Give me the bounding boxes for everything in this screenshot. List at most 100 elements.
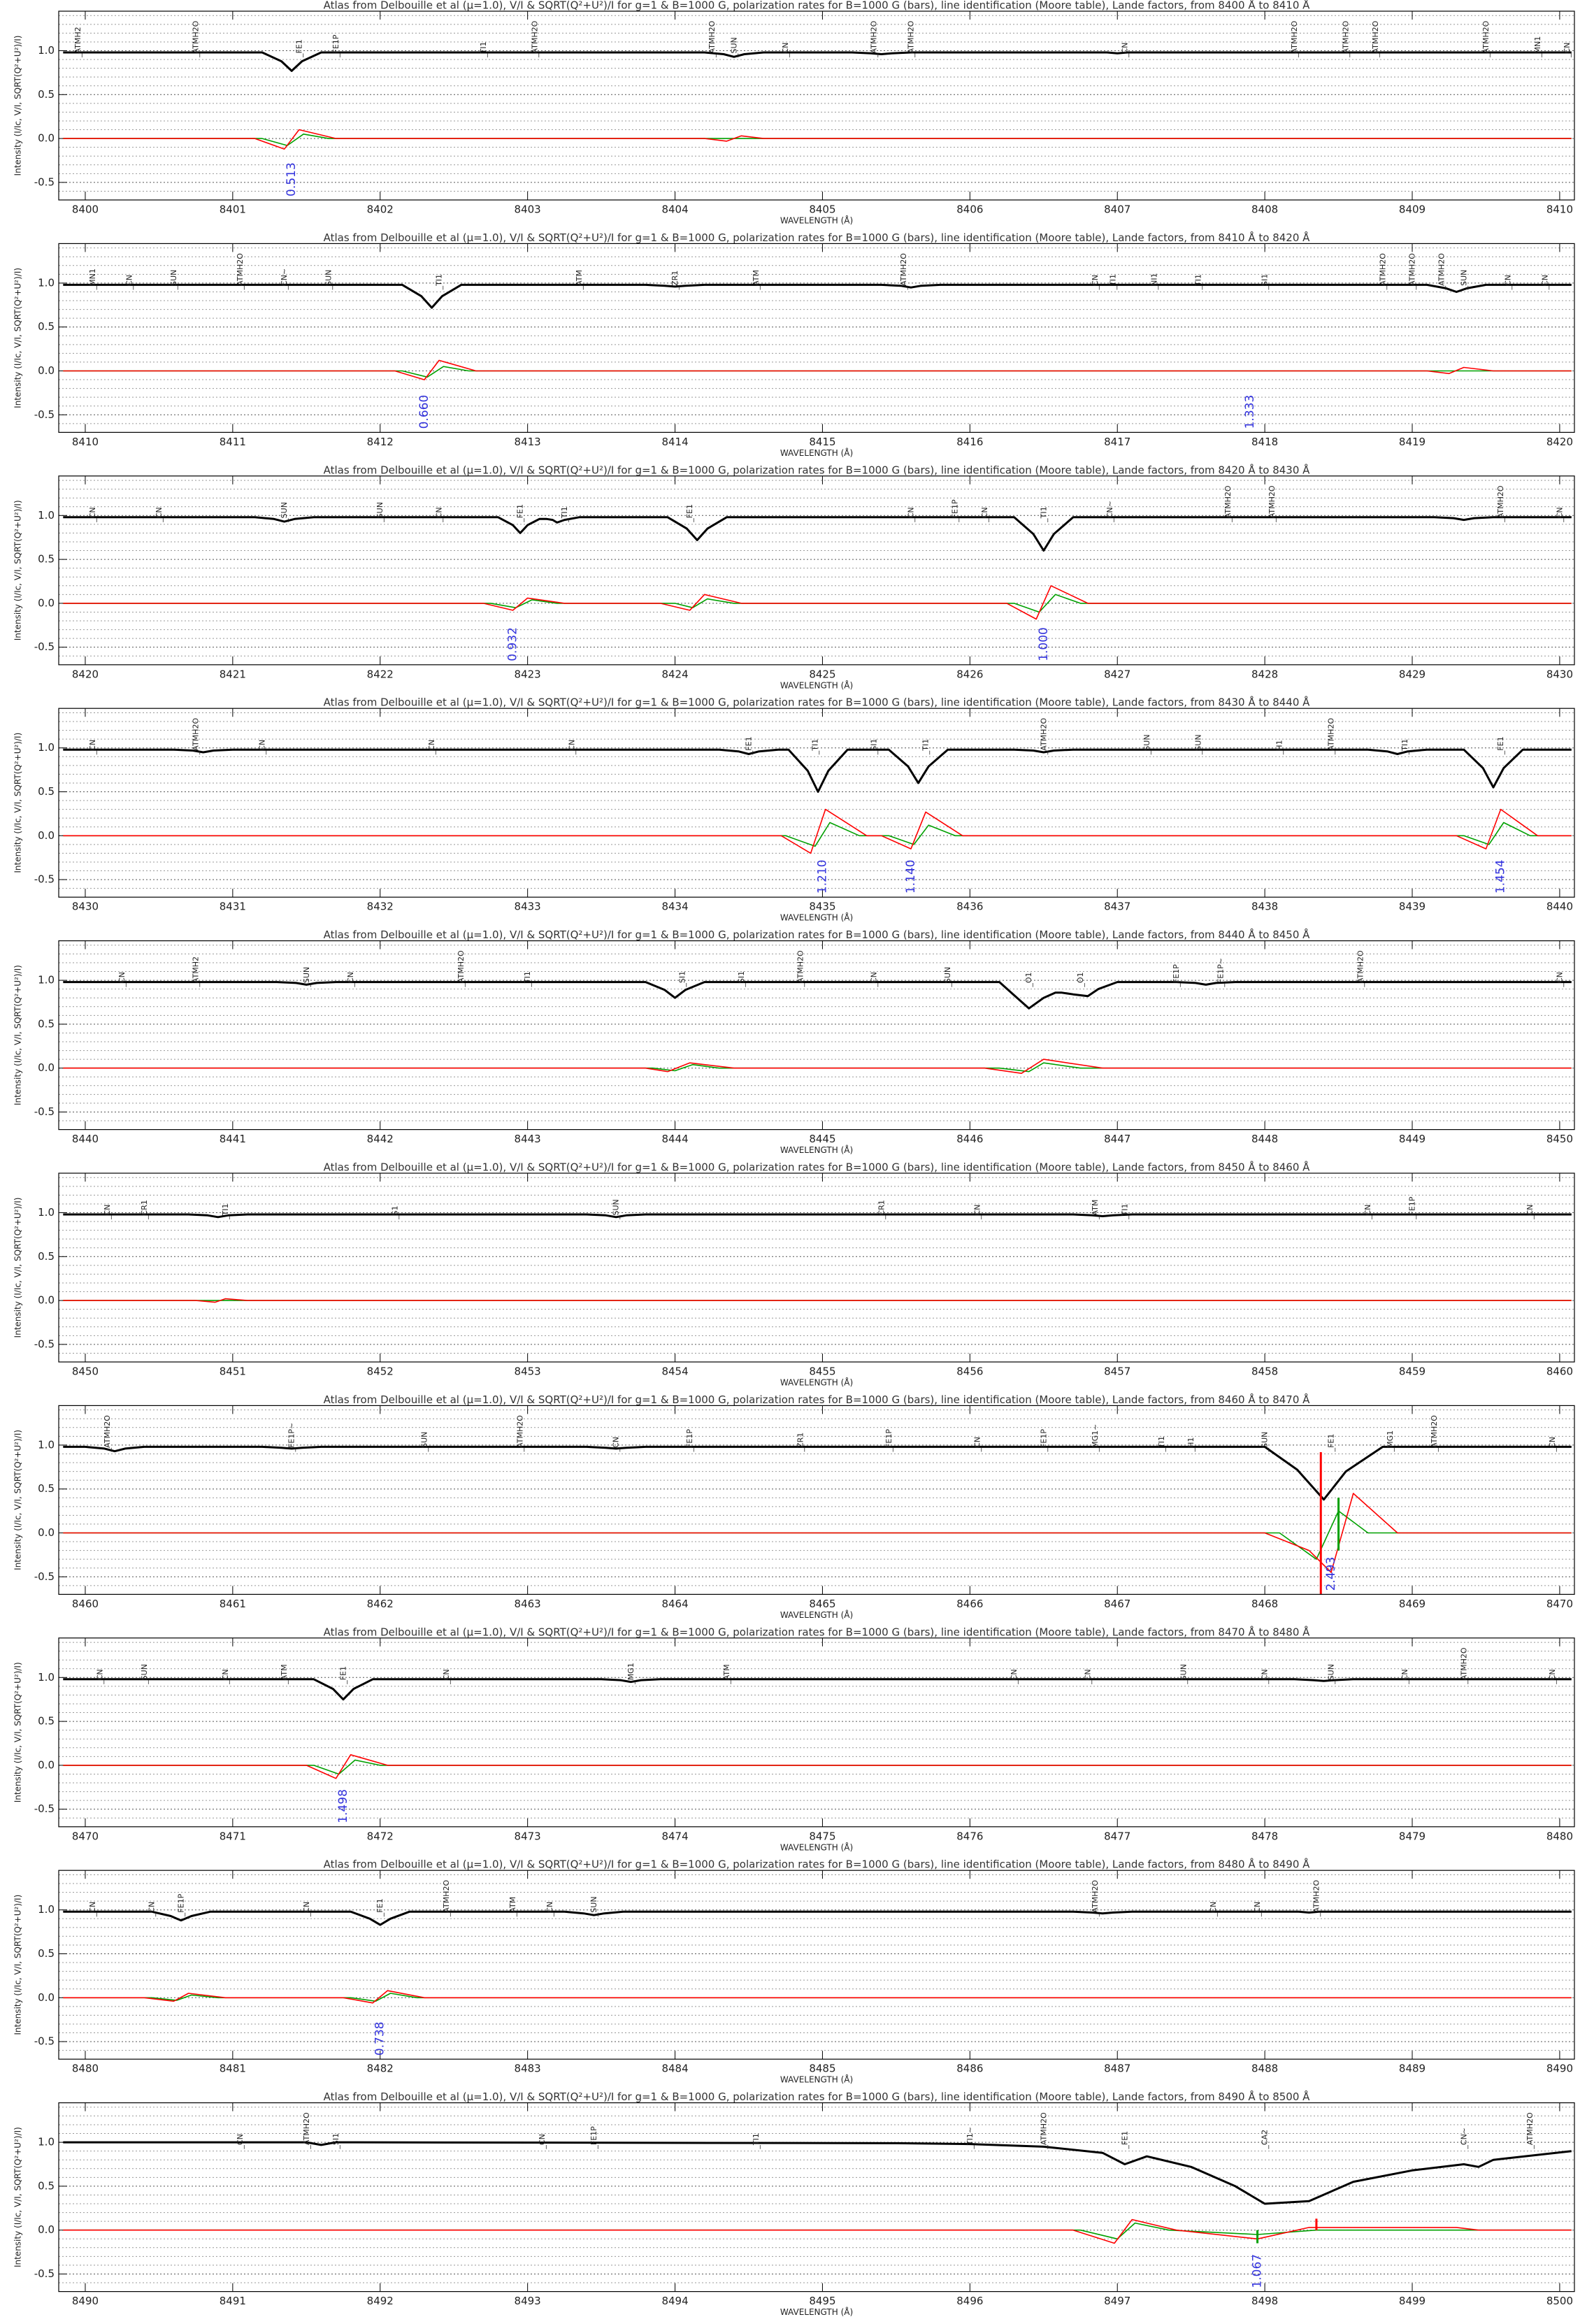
line-id: _ATMH2 bbox=[73, 27, 82, 58]
line-id: _ATM bbox=[575, 270, 584, 290]
panel-title: Atlas from Delbouille et al (μ=1.0), V/I… bbox=[324, 231, 1311, 244]
x-tick-label: 8455 bbox=[809, 1365, 835, 1378]
line-id: _SUN bbox=[589, 1896, 598, 1917]
panel-title: Atlas from Delbouille et al (μ=1.0), V/I… bbox=[324, 696, 1311, 709]
x-tick-label: 8475 bbox=[809, 1830, 835, 1842]
line-id: _CN bbox=[103, 1205, 112, 1220]
series-line bbox=[63, 748, 1572, 793]
series-line bbox=[63, 1059, 1572, 1074]
line-id: _CN bbox=[781, 43, 790, 58]
x-tick-label: 8454 bbox=[661, 1365, 688, 1378]
panel-title: Atlas from Delbouille et al (μ=1.0), V/I… bbox=[324, 1625, 1311, 1638]
line-id: _ATMH2O bbox=[1268, 485, 1277, 523]
series-line bbox=[63, 1910, 1572, 1926]
panel: Atlas from Delbouille et al (μ=1.0), V/I… bbox=[13, 1393, 1575, 1620]
x-tick-label: 8477 bbox=[1104, 1830, 1130, 1842]
line-id: _ATMH2O bbox=[1039, 718, 1048, 756]
line-id: _CN bbox=[1261, 1669, 1270, 1684]
x-tick-label: 8466 bbox=[956, 1598, 983, 1610]
y-tick-label: 0.5 bbox=[38, 1947, 55, 1960]
line-id: _ATM bbox=[280, 1664, 289, 1684]
line-id: _ATMH2O bbox=[870, 20, 879, 58]
y-tick-label: 0.0 bbox=[38, 1991, 55, 2004]
series-line bbox=[63, 822, 1572, 847]
line-id: _ATMH2 bbox=[192, 956, 201, 988]
panel-title: Atlas from Delbouille et al (μ=1.0), V/I… bbox=[324, 2090, 1311, 2103]
plot-frame bbox=[58, 475, 1575, 666]
line-id: _ATMH2O bbox=[899, 253, 908, 291]
line-id: _SUN bbox=[302, 967, 311, 988]
x-axis-label: WAVELENGTH (Å) bbox=[780, 1842, 853, 1852]
series-line bbox=[63, 808, 1572, 854]
line-id: _CN bbox=[1010, 1669, 1019, 1684]
line-id: _FE1 bbox=[294, 39, 303, 58]
line-id: _CN bbox=[980, 507, 989, 522]
series-line bbox=[63, 283, 1572, 309]
x-tick-label: 8431 bbox=[220, 901, 246, 913]
line-id: _SUN bbox=[169, 270, 178, 291]
line-id: _CN bbox=[1084, 1669, 1093, 1684]
x-tick-label: 8488 bbox=[1251, 2063, 1278, 2075]
line-id: _CN bbox=[117, 972, 127, 987]
x-tick-label: 8438 bbox=[1251, 901, 1278, 913]
line-id: _SI1 bbox=[331, 2133, 340, 2150]
line-id: _MG1 bbox=[626, 1663, 636, 1685]
plot-frame bbox=[58, 1870, 1575, 2060]
x-tick-label: 8417 bbox=[1104, 436, 1130, 448]
line-id: _CN bbox=[1540, 275, 1549, 290]
plot-area bbox=[63, 2141, 1572, 2244]
x-tick-label: 8429 bbox=[1399, 668, 1426, 680]
x-tick-label: 8403 bbox=[515, 203, 541, 216]
line-id: _CN bbox=[1209, 1902, 1218, 1917]
line-id: _CN bbox=[442, 1669, 451, 1684]
plot-area bbox=[63, 1678, 1572, 1779]
x-tick-label: 8410 bbox=[72, 436, 99, 448]
line-id: _CN bbox=[258, 740, 267, 755]
line-id: _O1 bbox=[1076, 972, 1085, 987]
line-id: _ATMH2O bbox=[1223, 485, 1233, 523]
y-axis-label: Intensity (I/Ic, V/I, SQRT(Q²+U²)/I) bbox=[13, 268, 23, 408]
line-id: _SI1 bbox=[870, 738, 879, 755]
x-tick-label: 8426 bbox=[956, 668, 983, 680]
line-id: _CN bbox=[147, 1902, 156, 1917]
x-axis-label: WAVELENGTH (Å) bbox=[780, 680, 853, 690]
line-id: _MN1 bbox=[88, 268, 97, 290]
line-id: _TI1 bbox=[221, 1204, 230, 1220]
x-tick-label: 8440 bbox=[1546, 901, 1573, 913]
x-tick-label: 8409 bbox=[1399, 203, 1426, 216]
line-id: _ATMH2O bbox=[1356, 950, 1365, 988]
series-line bbox=[63, 594, 1572, 613]
series-line bbox=[63, 1990, 1572, 2004]
lande-factor: 2.493 bbox=[1324, 1557, 1338, 1591]
line-id: _FE1P bbox=[589, 2126, 598, 2150]
y-tick-label: 1.0 bbox=[38, 276, 55, 289]
x-axis-label: WAVELENGTH (Å) bbox=[780, 215, 853, 226]
x-tick-label: 8491 bbox=[220, 2295, 246, 2307]
x-tick-label: 8486 bbox=[956, 2063, 983, 2075]
line-id: _SUN bbox=[1142, 734, 1151, 755]
y-tick-label: 1.0 bbox=[38, 1438, 55, 1451]
y-axis-label: Intensity (I/Ic, V/I, SQRT(Q²+U²)/I) bbox=[13, 1895, 23, 2035]
line-id: _ATM bbox=[752, 270, 761, 290]
x-tick-label: 8470 bbox=[1546, 1598, 1573, 1610]
x-tick-label: 8476 bbox=[956, 1830, 983, 1842]
y-tick-label: 0.0 bbox=[38, 2223, 55, 2236]
line-id: _ATMH2O bbox=[1312, 1880, 1321, 1918]
line-id: _SUN bbox=[1179, 1664, 1189, 1685]
line-id: _CN bbox=[96, 1669, 105, 1684]
line-id: _MG1 bbox=[1386, 1430, 1395, 1453]
x-tick-label: 8467 bbox=[1104, 1598, 1130, 1610]
x-tick-label: 8493 bbox=[515, 2295, 541, 2307]
line-id: _CN bbox=[88, 740, 97, 755]
panel: Atlas from Delbouille et al (μ=1.0), V/I… bbox=[13, 1625, 1575, 1852]
line-id: _ATMH2O bbox=[796, 950, 805, 988]
line-id: _FE1 bbox=[1327, 1434, 1336, 1453]
y-tick-label: -0.5 bbox=[34, 1802, 55, 1815]
x-tick-label: 8408 bbox=[1251, 203, 1278, 216]
line-id: _CN bbox=[1555, 507, 1564, 522]
line-id: _SUN bbox=[1261, 1432, 1270, 1453]
x-tick-label: 8479 bbox=[1399, 1830, 1426, 1842]
line-id: _SUN bbox=[375, 502, 385, 523]
line-id: _ATM bbox=[1091, 1200, 1100, 1220]
